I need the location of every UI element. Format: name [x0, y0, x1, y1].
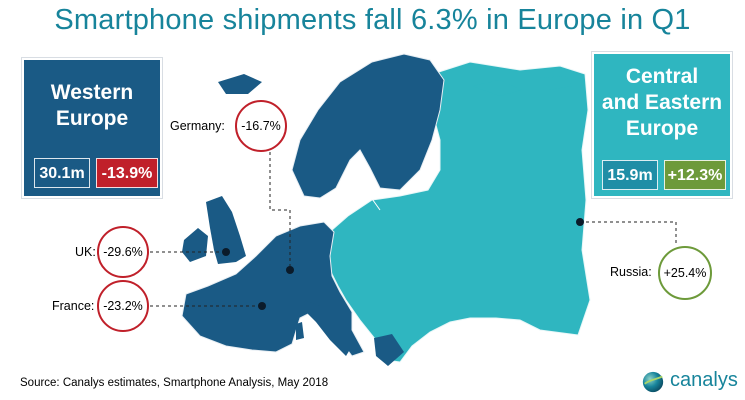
western-europe-name-line2: Europe [55, 107, 129, 130]
uk-label: UK: [75, 245, 96, 259]
baltic-outline [335, 187, 381, 211]
scandinavia-map [291, 53, 445, 199]
iceland-map [218, 74, 262, 94]
greece-map [374, 334, 404, 366]
western-europe-panel: Western Europe 30.1m -13.9% [22, 58, 162, 198]
cee-name-line2: and Eastern [601, 91, 723, 114]
germany-value-circle: -16.7% [235, 100, 287, 152]
cee-change-badge: +12.3% [664, 160, 726, 190]
cee-name-line3: Europe [625, 117, 699, 140]
germany-value: -16.7% [241, 119, 281, 133]
arctic-island-2 [540, 76, 572, 90]
cee-shipments-badge: 15.9m [602, 160, 658, 190]
italy-map [304, 300, 352, 356]
russia-value-circle: +25.4% [658, 246, 712, 300]
germany-label: Germany: [170, 119, 225, 133]
western-europe-name-line1: Western [50, 81, 134, 104]
russia-value: +25.4% [663, 266, 707, 280]
germany-dot [286, 266, 294, 274]
region-central-eastern-map [327, 61, 591, 363]
arctic-island-1 [472, 80, 522, 96]
uk-map [206, 196, 246, 264]
central-eastern-europe-panel: Central and Eastern Europe 15.9m +12.3% [592, 52, 732, 198]
russia-dot [576, 218, 584, 226]
page-title: Smartphone shipments fall 6.3% in Europe… [54, 4, 691, 36]
france-label: France: [52, 299, 95, 313]
france-value-circle: -23.2% [97, 280, 149, 332]
globe-icon [642, 371, 664, 393]
uk-value-circle: -29.6% [97, 226, 149, 278]
france-value: -23.2% [103, 299, 143, 313]
source-note: Source: Canalys estimates, Smartphone An… [20, 377, 329, 389]
russia-leader-line [580, 221, 677, 246]
islands-med-map [296, 322, 304, 340]
uk-dot [222, 248, 230, 256]
western-shipments-badge: 30.1m [34, 158, 90, 188]
cee-name-line1: Central [625, 65, 699, 88]
russia-label: Russia: [610, 265, 652, 279]
france-dot [258, 302, 266, 310]
logo-text: canalys [670, 369, 738, 391]
germany-leader-line [269, 146, 291, 270]
uk-value: -29.6% [103, 245, 143, 259]
ireland-map [182, 228, 208, 262]
western-change-badge: -13.9% [96, 158, 158, 188]
